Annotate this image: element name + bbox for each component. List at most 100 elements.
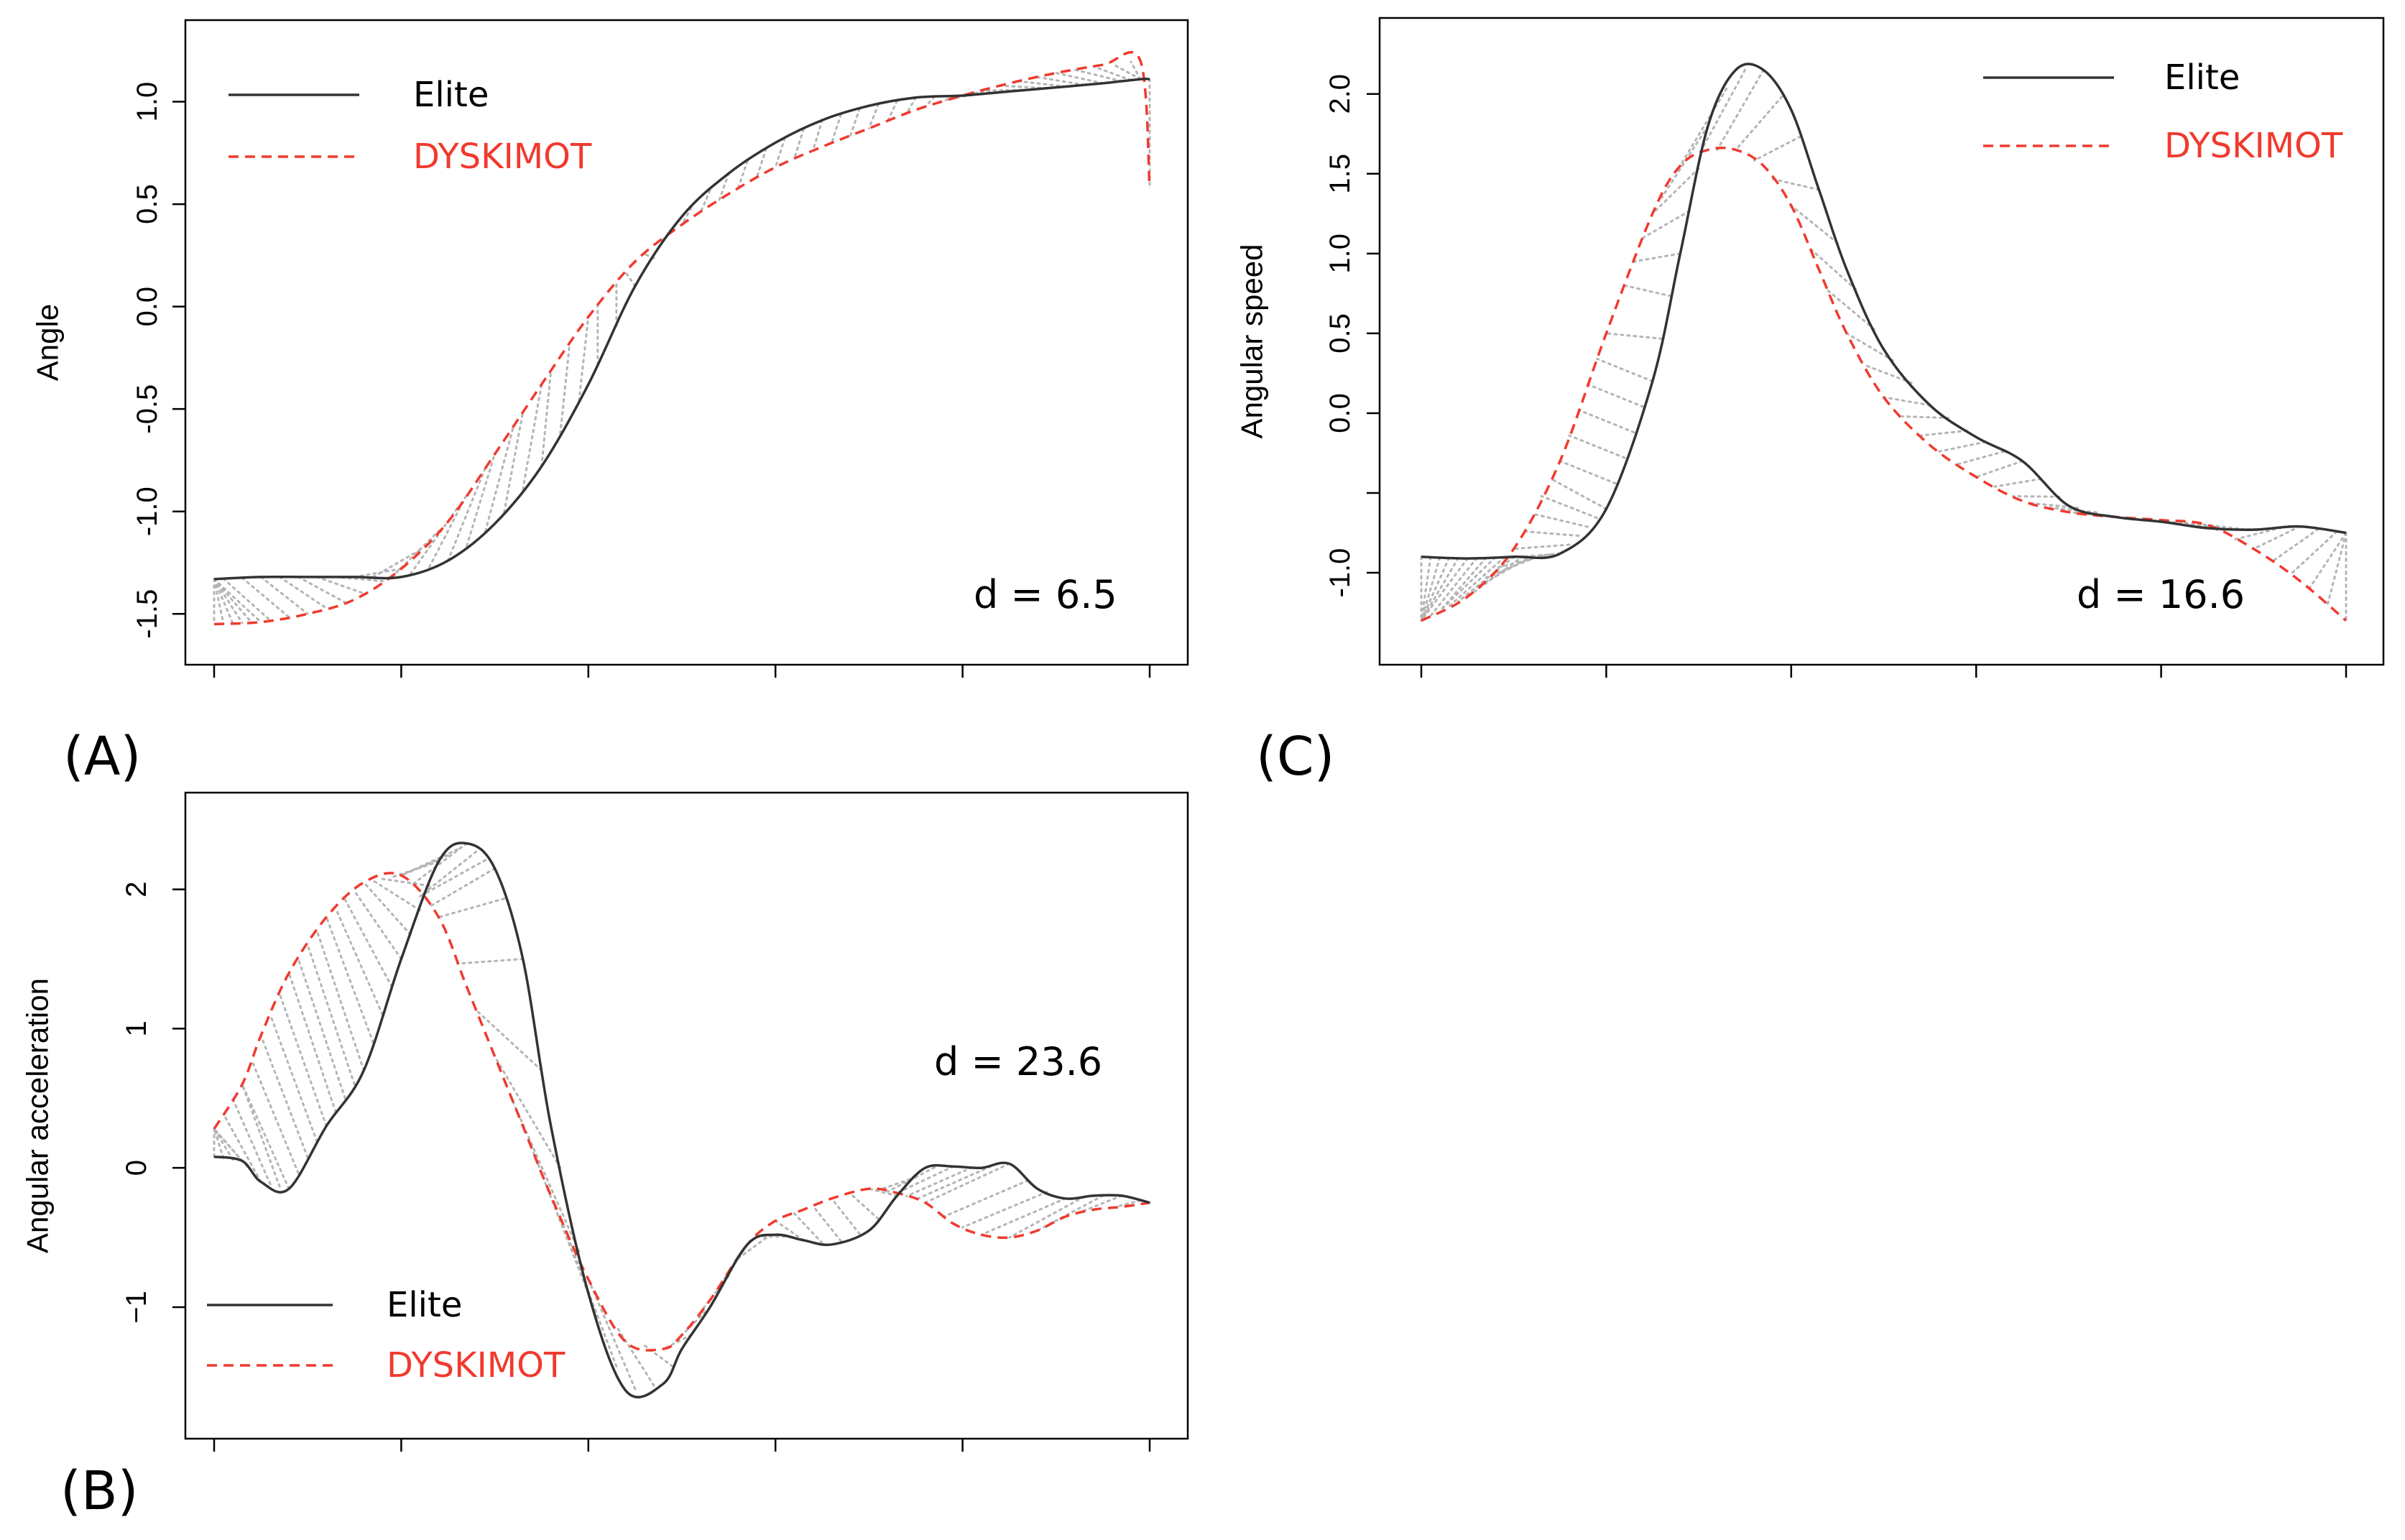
warping-line bbox=[241, 1083, 290, 1190]
warping-line bbox=[559, 342, 571, 435]
warping-line bbox=[718, 172, 730, 201]
warping-line bbox=[2308, 532, 2348, 590]
warping-line bbox=[774, 137, 786, 169]
warping-line bbox=[1771, 177, 1820, 191]
warping-line bbox=[259, 1034, 309, 1159]
warping-line bbox=[475, 1009, 543, 1072]
warping-line bbox=[1697, 68, 1746, 157]
warping-line bbox=[980, 1197, 1067, 1236]
warping-line bbox=[1559, 460, 1617, 485]
warping-line bbox=[1938, 441, 1987, 453]
legend-label-elite: Elite bbox=[387, 1285, 462, 1325]
warping-line bbox=[371, 879, 421, 912]
warping-line bbox=[905, 1166, 974, 1198]
warping-line bbox=[213, 1128, 234, 1161]
warping-line bbox=[643, 1344, 674, 1368]
warping-line bbox=[624, 271, 637, 287]
warping-line bbox=[278, 992, 328, 1128]
warping-line bbox=[456, 957, 525, 965]
plot-frame bbox=[184, 791, 1189, 1440]
warping-line bbox=[231, 1098, 272, 1186]
panel-label: (C) bbox=[1256, 726, 1334, 788]
warping-line bbox=[1642, 210, 1691, 239]
warping-line bbox=[315, 576, 365, 595]
warping-line bbox=[1008, 1195, 1086, 1239]
warping-line bbox=[428, 867, 497, 908]
legend-label-dyskimot: DYSKIMOT bbox=[413, 137, 592, 177]
y-tick-label: -0.5 bbox=[131, 384, 163, 434]
series-line-dyskimot bbox=[213, 50, 1151, 626]
warping-line bbox=[2012, 494, 2061, 498]
warping-line bbox=[1919, 429, 1968, 437]
warping-line bbox=[306, 944, 356, 1086]
warping-line bbox=[1092, 65, 1132, 82]
warping-lines bbox=[213, 60, 1151, 625]
warping-line bbox=[1993, 477, 2042, 488]
warping-line bbox=[241, 1083, 281, 1188]
warping-line bbox=[1661, 124, 1709, 199]
legend: Elite DYSKIMOT bbox=[1983, 57, 2343, 166]
warping-line bbox=[2271, 527, 2319, 563]
warping-line bbox=[895, 1165, 955, 1194]
warping-line bbox=[1466, 555, 1525, 598]
warping-line bbox=[418, 850, 478, 898]
y-axis-title: Angular speed bbox=[1235, 244, 1269, 439]
warping-line bbox=[1420, 557, 1459, 622]
warping-line bbox=[213, 578, 244, 624]
warping-line bbox=[362, 881, 412, 936]
warping-line bbox=[437, 898, 506, 918]
warping-line bbox=[222, 577, 272, 622]
legend-label-elite: Elite bbox=[2164, 57, 2240, 98]
warping-line bbox=[811, 119, 823, 152]
panel-b: −1 0 1 2 Angular acceleration Elite DYSKIMOT d … bbox=[21, 791, 1189, 1522]
y-tick-label: 1 bbox=[121, 1020, 152, 1036]
warping-line bbox=[334, 907, 384, 1016]
y-tick-label: -1.5 bbox=[131, 589, 163, 639]
warping-line bbox=[924, 96, 936, 109]
warping-lines bbox=[213, 842, 1151, 1391]
warping-line bbox=[943, 1179, 1030, 1218]
warping-line bbox=[213, 1128, 225, 1160]
warping-line bbox=[1420, 557, 1469, 622]
plot-frame bbox=[1378, 17, 2385, 666]
series-line-dyskimot bbox=[213, 872, 1150, 1352]
warping-line bbox=[353, 568, 402, 578]
y-axis-title: Angular acceleration bbox=[21, 978, 55, 1253]
warping-line bbox=[1429, 557, 1478, 617]
warping-line bbox=[400, 848, 459, 877]
warping-line bbox=[1596, 357, 1654, 383]
warping-line bbox=[241, 576, 290, 619]
warping-line bbox=[213, 578, 225, 625]
y-tick-label: −1 bbox=[121, 1291, 152, 1324]
warping-line bbox=[269, 1013, 318, 1143]
warping-line bbox=[1420, 556, 1441, 622]
warping-line bbox=[924, 1162, 1011, 1204]
warping-line bbox=[849, 107, 861, 137]
warping-line bbox=[1651, 167, 1700, 215]
warping-line bbox=[259, 576, 309, 615]
y-tick-label: 2.0 bbox=[1324, 74, 1356, 114]
series-line-elite bbox=[213, 842, 1150, 1398]
warping-line bbox=[325, 916, 374, 1044]
distance-annotation: d = 6.5 bbox=[974, 572, 1117, 617]
y-tick-label: 2 bbox=[121, 881, 152, 897]
y-tick-label: 0.0 bbox=[1324, 393, 1356, 433]
warping-line bbox=[1633, 252, 1681, 263]
y-tick-label: 1.5 bbox=[1324, 154, 1356, 194]
warping-line bbox=[2049, 506, 2098, 514]
warping-line bbox=[1055, 72, 1104, 85]
warping-line bbox=[1827, 290, 1876, 331]
warping-line bbox=[1513, 543, 1571, 550]
warping-line bbox=[484, 425, 515, 532]
warping-line bbox=[297, 957, 346, 1099]
warping-line bbox=[522, 383, 543, 491]
warping-line bbox=[1549, 477, 1607, 510]
legend: Elite DYSKIMOT bbox=[229, 75, 592, 177]
legend-label-dyskimot: DYSKIMOT bbox=[2164, 126, 2343, 166]
warping-line bbox=[503, 411, 525, 514]
warping-line bbox=[390, 530, 440, 578]
warping-line bbox=[755, 147, 767, 180]
warping-line bbox=[466, 453, 497, 548]
warping-line bbox=[905, 96, 917, 115]
